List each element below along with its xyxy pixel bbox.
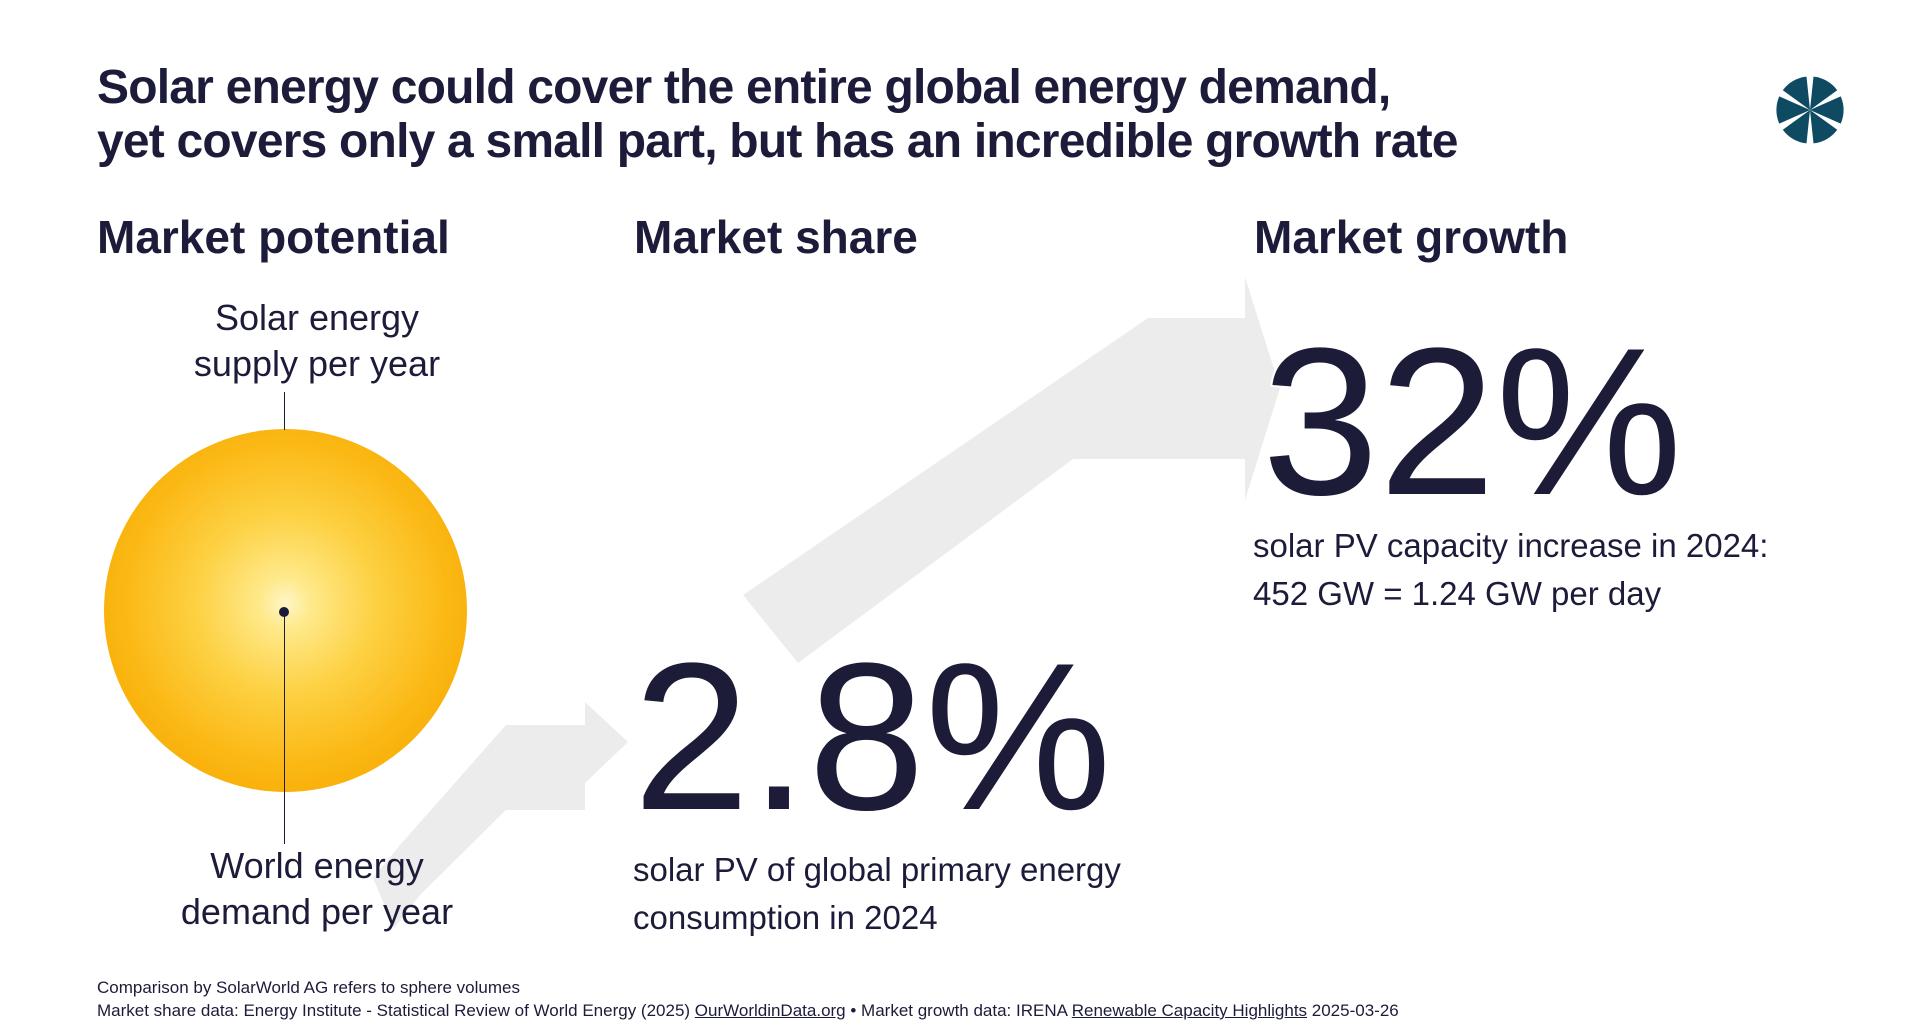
svg-text:32%: 32% (1262, 304, 1682, 539)
svg-text:2.8%: 2.8% (633, 619, 1112, 854)
